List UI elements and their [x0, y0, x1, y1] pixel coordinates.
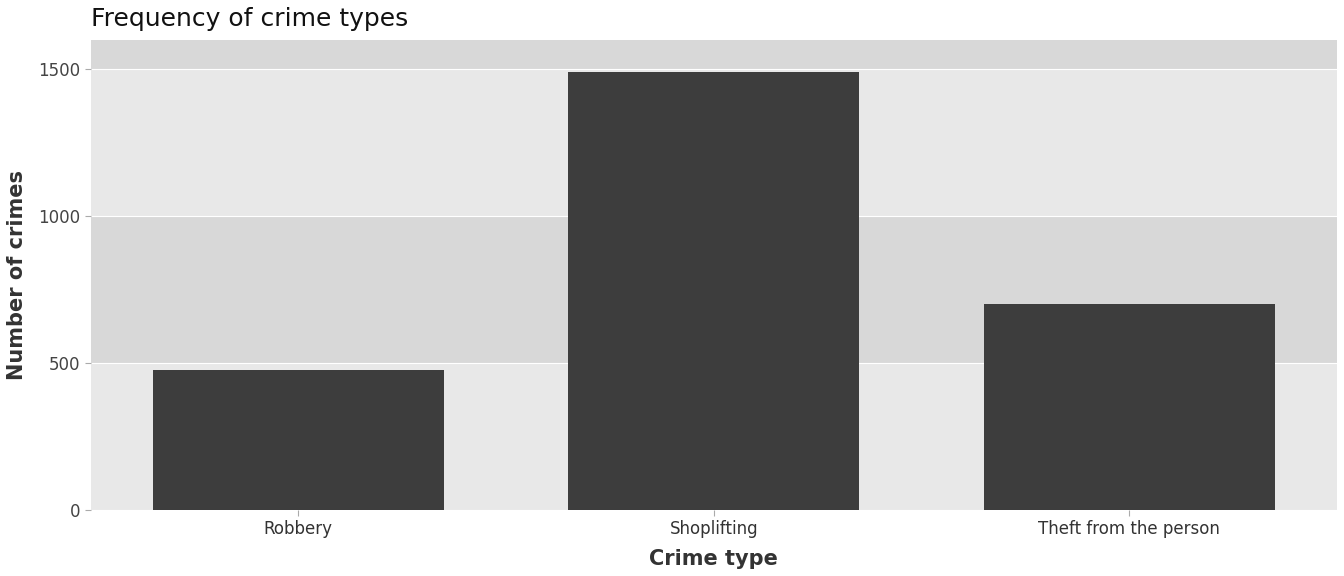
Bar	[90, 40, 1337, 69]
Bar	[90, 363, 1337, 510]
Text: Frequency of crime types: Frequency of crime types	[90, 7, 407, 31]
Bar	[569, 72, 859, 510]
Bar	[90, 363, 1337, 510]
Bar	[984, 304, 1274, 510]
X-axis label: Crime type: Crime type	[649, 549, 778, 569]
Bar	[90, 216, 1337, 363]
Bar	[90, 69, 1337, 216]
Bar	[153, 370, 444, 510]
Y-axis label: Number of crimes: Number of crimes	[7, 170, 27, 380]
